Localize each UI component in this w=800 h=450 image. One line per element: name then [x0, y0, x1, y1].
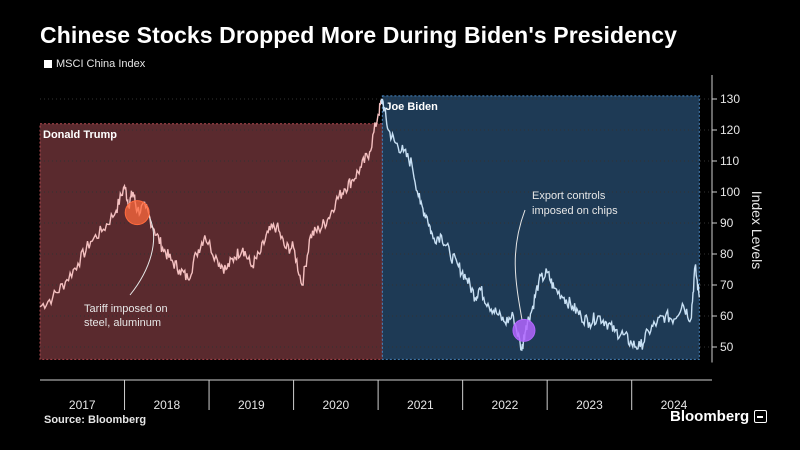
- tariff-annotation-line: steel, aluminum: [84, 317, 161, 329]
- x-tick-label: 2020: [322, 398, 349, 412]
- export-annotation-line: imposed on chips: [532, 205, 618, 217]
- x-tick-label: 2024: [661, 398, 688, 412]
- y-tick-label: 120: [720, 123, 740, 137]
- x-tick-label: 2019: [238, 398, 265, 412]
- chart-badge-icon: [754, 410, 768, 423]
- tariff-marker: [124, 200, 150, 226]
- series-line-trump: [39, 98, 383, 310]
- x-tick-label: 2023: [576, 398, 603, 412]
- export-annotation-line: Export controls: [532, 190, 606, 202]
- x-tick-label: 2017: [69, 398, 96, 412]
- y-axis-title: Index Levels: [749, 191, 765, 270]
- legend-label: MSCI China Index: [56, 58, 146, 70]
- chart-title: Chinese Stocks Dropped More During Biden…: [40, 22, 678, 48]
- export-leader-line: [514, 209, 526, 320]
- y-tick-label: 50: [720, 340, 734, 354]
- legend-swatch: [44, 60, 52, 68]
- y-tick-label: 130: [720, 92, 740, 106]
- y-tick-label: 80: [720, 247, 734, 261]
- tariff-annotation-line: Tariff imposed on: [84, 303, 168, 315]
- y-tick-label: 100: [720, 185, 740, 199]
- x-tick-label: 2021: [407, 398, 434, 412]
- y-tick-label: 90: [720, 216, 734, 230]
- x-tick-label: 2022: [492, 398, 519, 412]
- region-label-biden: Joe Biden: [385, 101, 438, 113]
- region-trump: [39, 123, 383, 360]
- brand-label: Bloomberg: [670, 408, 750, 425]
- tariff-leader-line: [129, 216, 155, 296]
- series-line-biden: [380, 98, 700, 352]
- export-controls-marker: [512, 318, 536, 342]
- bloomberg-logo: Bloomberg: [670, 408, 768, 425]
- source-note: Source: Bloomberg: [44, 414, 147, 426]
- y-tick-label: 60: [720, 309, 734, 323]
- y-tick-label: 70: [720, 278, 734, 292]
- y-tick-label: 110: [720, 154, 739, 168]
- x-tick-label: 2018: [153, 398, 180, 412]
- legend: MSCI China Index: [44, 58, 145, 70]
- region-label-trump: Donald Trump: [43, 129, 117, 141]
- region-biden: [381, 95, 700, 360]
